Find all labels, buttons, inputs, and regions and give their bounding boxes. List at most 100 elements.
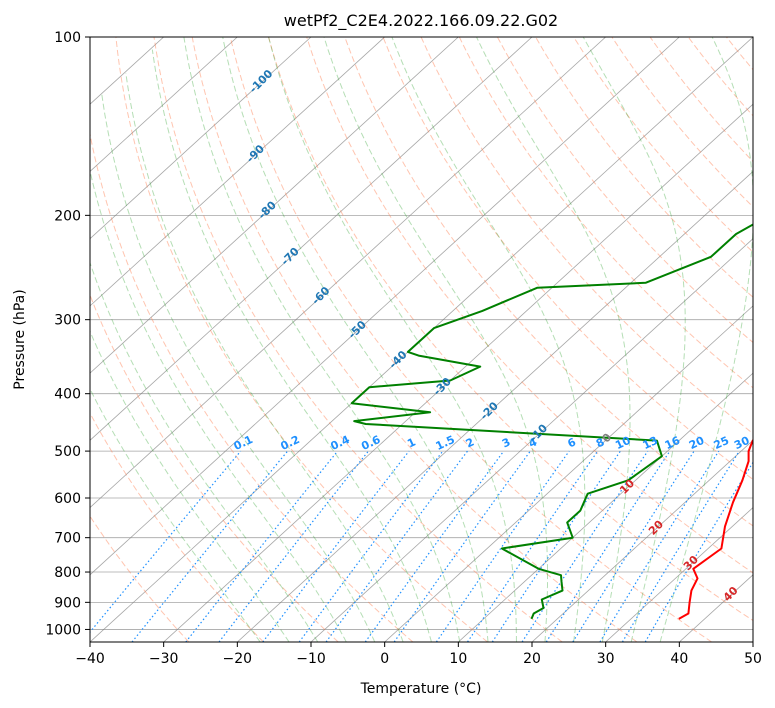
dewpoint-line	[350, 223, 753, 620]
mixing-ratio-line	[435, 450, 570, 642]
isotherm-line	[237, 170, 753, 642]
moist-adiabat	[268, 37, 517, 642]
isotherm-line	[752, 641, 753, 642]
mixing-ratio-label: 0.4	[329, 433, 352, 453]
x-tick-label: −10	[296, 651, 326, 667]
isotherm-line	[90, 37, 533, 441]
dry-adiabat	[115, 37, 488, 642]
isotherm-line	[163, 103, 753, 642]
y-tick-label: 900	[54, 595, 81, 611]
dry-adiabats	[90, 37, 775, 642]
moist-adiabats	[90, 37, 753, 642]
mixing-ratio-label: 20	[687, 434, 707, 452]
x-axis-ticks: −40 −30 −20 −10 0 10 20 30 40 50	[75, 642, 762, 667]
mixing-ratio-label: 6	[565, 435, 578, 450]
dry-adiabat-label: -100	[247, 67, 276, 96]
mixing-ratio-line	[467, 450, 599, 642]
mixing-ratio-lines	[90, 450, 753, 642]
mixing-ratio-label: 10	[613, 434, 633, 452]
isotherm-line	[384, 305, 753, 642]
mixing-ratio-line	[218, 450, 369, 642]
mixing-ratio-line	[599, 450, 720, 642]
grid-layer	[90, 37, 753, 642]
mixing-ratio-label: 36	[753, 434, 773, 452]
dry-adiabat	[344, 37, 753, 527]
profile-series	[350, 223, 753, 620]
dry-adiabat	[573, 37, 753, 253]
mixing-ratio-label: 2	[464, 435, 476, 450]
chart-title: wetPf2_C2E4.2022.166.09.22.G02	[284, 11, 558, 31]
dry-adiabat	[90, 131, 414, 642]
y-tick-label: 200	[54, 208, 81, 224]
dry-adiabat	[90, 293, 339, 642]
mixing-ratio-label: 0.2	[279, 433, 302, 453]
y-tick-label: 300	[54, 313, 81, 329]
y-tick-label: 500	[54, 444, 81, 460]
mixing-ratio-label: 1	[405, 435, 417, 450]
mixing-ratio-label: 30	[732, 434, 752, 452]
isotherm-line	[90, 37, 312, 240]
dry-adiabat	[535, 37, 753, 298]
y-tick-label: 800	[54, 565, 81, 581]
mixing-ratio-label: 25	[712, 434, 731, 452]
moist-adiabat	[582, 37, 686, 642]
isotherm-line	[90, 37, 606, 509]
mixing-ratio-line	[572, 450, 695, 642]
x-tick-label: 10	[449, 651, 467, 667]
y-axis-ticks: 100 200 300 400 500 600 700 800 900 1000	[45, 30, 90, 638]
isotherm-line	[531, 439, 753, 642]
moist-adiabat	[659, 37, 753, 642]
plot-frame	[89, 36, 754, 643]
dry-adiabat	[153, 37, 563, 642]
mixing-ratio-line	[325, 450, 468, 642]
mixing-ratio-label: 3	[500, 435, 512, 450]
y-axis-label: Pressure (hPa)	[12, 289, 28, 389]
x-axis-label: Temperature (°C)	[360, 681, 482, 697]
temperature-line	[678, 439, 753, 620]
y-tick-label: 600	[54, 491, 81, 507]
x-tick-label: 50	[744, 651, 762, 667]
mixing-ratio-label: 13	[641, 434, 660, 452]
moist-adiabat	[323, 37, 548, 642]
isotherm-line	[90, 37, 680, 576]
moist-adiabat	[125, 72, 404, 642]
x-tick-label: 30	[597, 651, 615, 667]
mixing-ratio-line	[262, 450, 410, 642]
moist-adiabat	[90, 168, 347, 642]
dry-adiabat	[649, 37, 753, 163]
dry-adiabat	[687, 37, 753, 117]
dry-adiabat	[726, 37, 753, 71]
mixing-ratio-label: 1.5	[434, 433, 457, 453]
mixing-ratio-line	[90, 450, 242, 634]
isotherm-line	[605, 507, 753, 642]
x-tick-label: −20	[223, 651, 253, 667]
x-tick-label: 40	[670, 651, 688, 667]
y-tick-label: 1000	[45, 622, 81, 638]
mixing-ratio-label: 16	[663, 434, 683, 452]
x-tick-label: 20	[523, 651, 541, 667]
moist-adiabat	[391, 37, 586, 642]
x-tick-label: 0	[380, 651, 389, 667]
mixing-ratio-line	[545, 450, 671, 642]
isotherm-line	[310, 238, 753, 642]
moist-adiabat	[476, 37, 631, 642]
mixing-ratio-line	[364, 450, 505, 642]
dry-adiabat	[229, 37, 712, 642]
isotherm-line	[90, 37, 385, 307]
isotherm-line	[90, 37, 459, 374]
y-tick-label: 400	[54, 387, 81, 403]
moist-adiabat	[90, 261, 319, 642]
moist-adiabat	[101, 94, 376, 642]
dry-adiabat	[611, 37, 753, 208]
y-tick-label: 100	[54, 30, 81, 46]
dry-adiabat	[382, 37, 753, 481]
dry-adiabat	[765, 37, 775, 642]
isotherm-line	[90, 37, 238, 172]
dry-adiabat	[90, 515, 190, 642]
moist-adiabat	[90, 387, 261, 642]
mixing-ratio-line	[393, 450, 531, 642]
x-tick-label: −30	[149, 651, 179, 667]
moist-adiabat	[183, 37, 461, 642]
dry-adiabat	[191, 37, 638, 642]
